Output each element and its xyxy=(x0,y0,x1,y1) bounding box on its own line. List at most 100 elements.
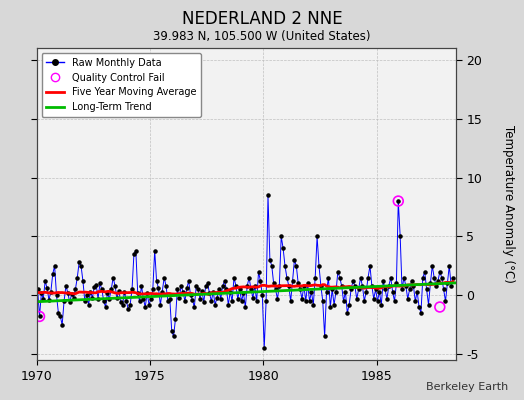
Point xyxy=(124,306,133,312)
Point xyxy=(390,298,399,304)
Point xyxy=(290,257,299,263)
Point xyxy=(150,247,159,254)
Point xyxy=(94,296,102,302)
Point xyxy=(62,283,70,289)
Point xyxy=(207,298,215,304)
Point xyxy=(340,298,348,304)
Point xyxy=(179,288,187,295)
Point xyxy=(166,296,174,302)
Point xyxy=(245,274,253,281)
Point xyxy=(300,283,308,289)
Point xyxy=(271,286,280,292)
Point xyxy=(50,263,59,269)
Point xyxy=(145,302,153,308)
Point xyxy=(413,288,421,295)
Point xyxy=(107,286,115,292)
Point xyxy=(379,278,387,284)
Point xyxy=(205,290,214,296)
Point xyxy=(364,274,372,281)
Point xyxy=(71,286,80,292)
Point xyxy=(34,286,42,292)
Point xyxy=(358,283,367,289)
Point xyxy=(116,299,125,306)
Point xyxy=(447,283,455,289)
Point xyxy=(292,263,300,269)
Point xyxy=(279,245,287,251)
Text: 39.983 N, 105.500 W (United States): 39.983 N, 105.500 W (United States) xyxy=(153,30,371,43)
Point xyxy=(126,302,134,308)
Point xyxy=(39,296,48,302)
Point xyxy=(421,268,429,275)
Point xyxy=(115,287,123,294)
Point xyxy=(258,292,267,298)
Point xyxy=(102,304,110,310)
Point xyxy=(43,285,51,291)
Point xyxy=(287,298,295,304)
Point xyxy=(134,290,142,296)
Point xyxy=(337,283,346,289)
Point xyxy=(332,288,340,295)
Point xyxy=(35,313,43,320)
Point xyxy=(417,310,425,316)
Point xyxy=(141,304,149,310)
Point xyxy=(90,284,99,290)
Point xyxy=(194,286,202,292)
Point xyxy=(100,298,108,304)
Point xyxy=(192,283,201,289)
Point xyxy=(182,285,191,291)
Point xyxy=(66,299,74,306)
Point xyxy=(156,302,165,308)
Point xyxy=(302,298,310,304)
Point xyxy=(341,288,350,295)
Point xyxy=(366,263,374,269)
Point xyxy=(121,288,129,295)
Point xyxy=(224,302,233,308)
Point xyxy=(200,299,208,306)
Point xyxy=(440,286,448,292)
Point xyxy=(184,278,193,284)
Point xyxy=(334,268,342,275)
Point xyxy=(168,327,176,334)
Point xyxy=(175,294,183,301)
Point xyxy=(375,288,384,295)
Point xyxy=(305,298,314,304)
Point xyxy=(147,296,155,302)
Point xyxy=(435,304,444,310)
Point xyxy=(113,294,121,301)
Point xyxy=(221,278,229,284)
Point xyxy=(234,296,242,302)
Point xyxy=(353,296,361,302)
Point xyxy=(381,286,389,292)
Point xyxy=(209,288,217,295)
Point xyxy=(354,286,363,292)
Point xyxy=(75,259,83,266)
Point xyxy=(235,286,244,292)
Point xyxy=(253,298,261,304)
Point xyxy=(307,288,315,295)
Point xyxy=(122,298,130,304)
Point xyxy=(139,296,148,302)
Point xyxy=(403,296,412,302)
Point xyxy=(173,286,181,292)
Point xyxy=(77,263,85,269)
Point xyxy=(160,274,168,281)
Point xyxy=(424,302,433,308)
Point xyxy=(187,292,195,298)
Point xyxy=(445,263,453,269)
Point xyxy=(415,304,423,310)
Point xyxy=(230,274,238,281)
Point xyxy=(426,280,434,287)
Point xyxy=(96,280,104,287)
Point xyxy=(303,280,312,287)
Point xyxy=(328,286,336,292)
Point xyxy=(60,298,68,304)
Point xyxy=(347,286,355,292)
Point xyxy=(135,298,144,304)
Point xyxy=(73,274,81,281)
Point xyxy=(239,290,248,296)
Point xyxy=(372,286,380,292)
Point xyxy=(84,302,93,308)
Point xyxy=(296,286,304,292)
Point xyxy=(163,298,172,304)
Point xyxy=(434,278,442,284)
